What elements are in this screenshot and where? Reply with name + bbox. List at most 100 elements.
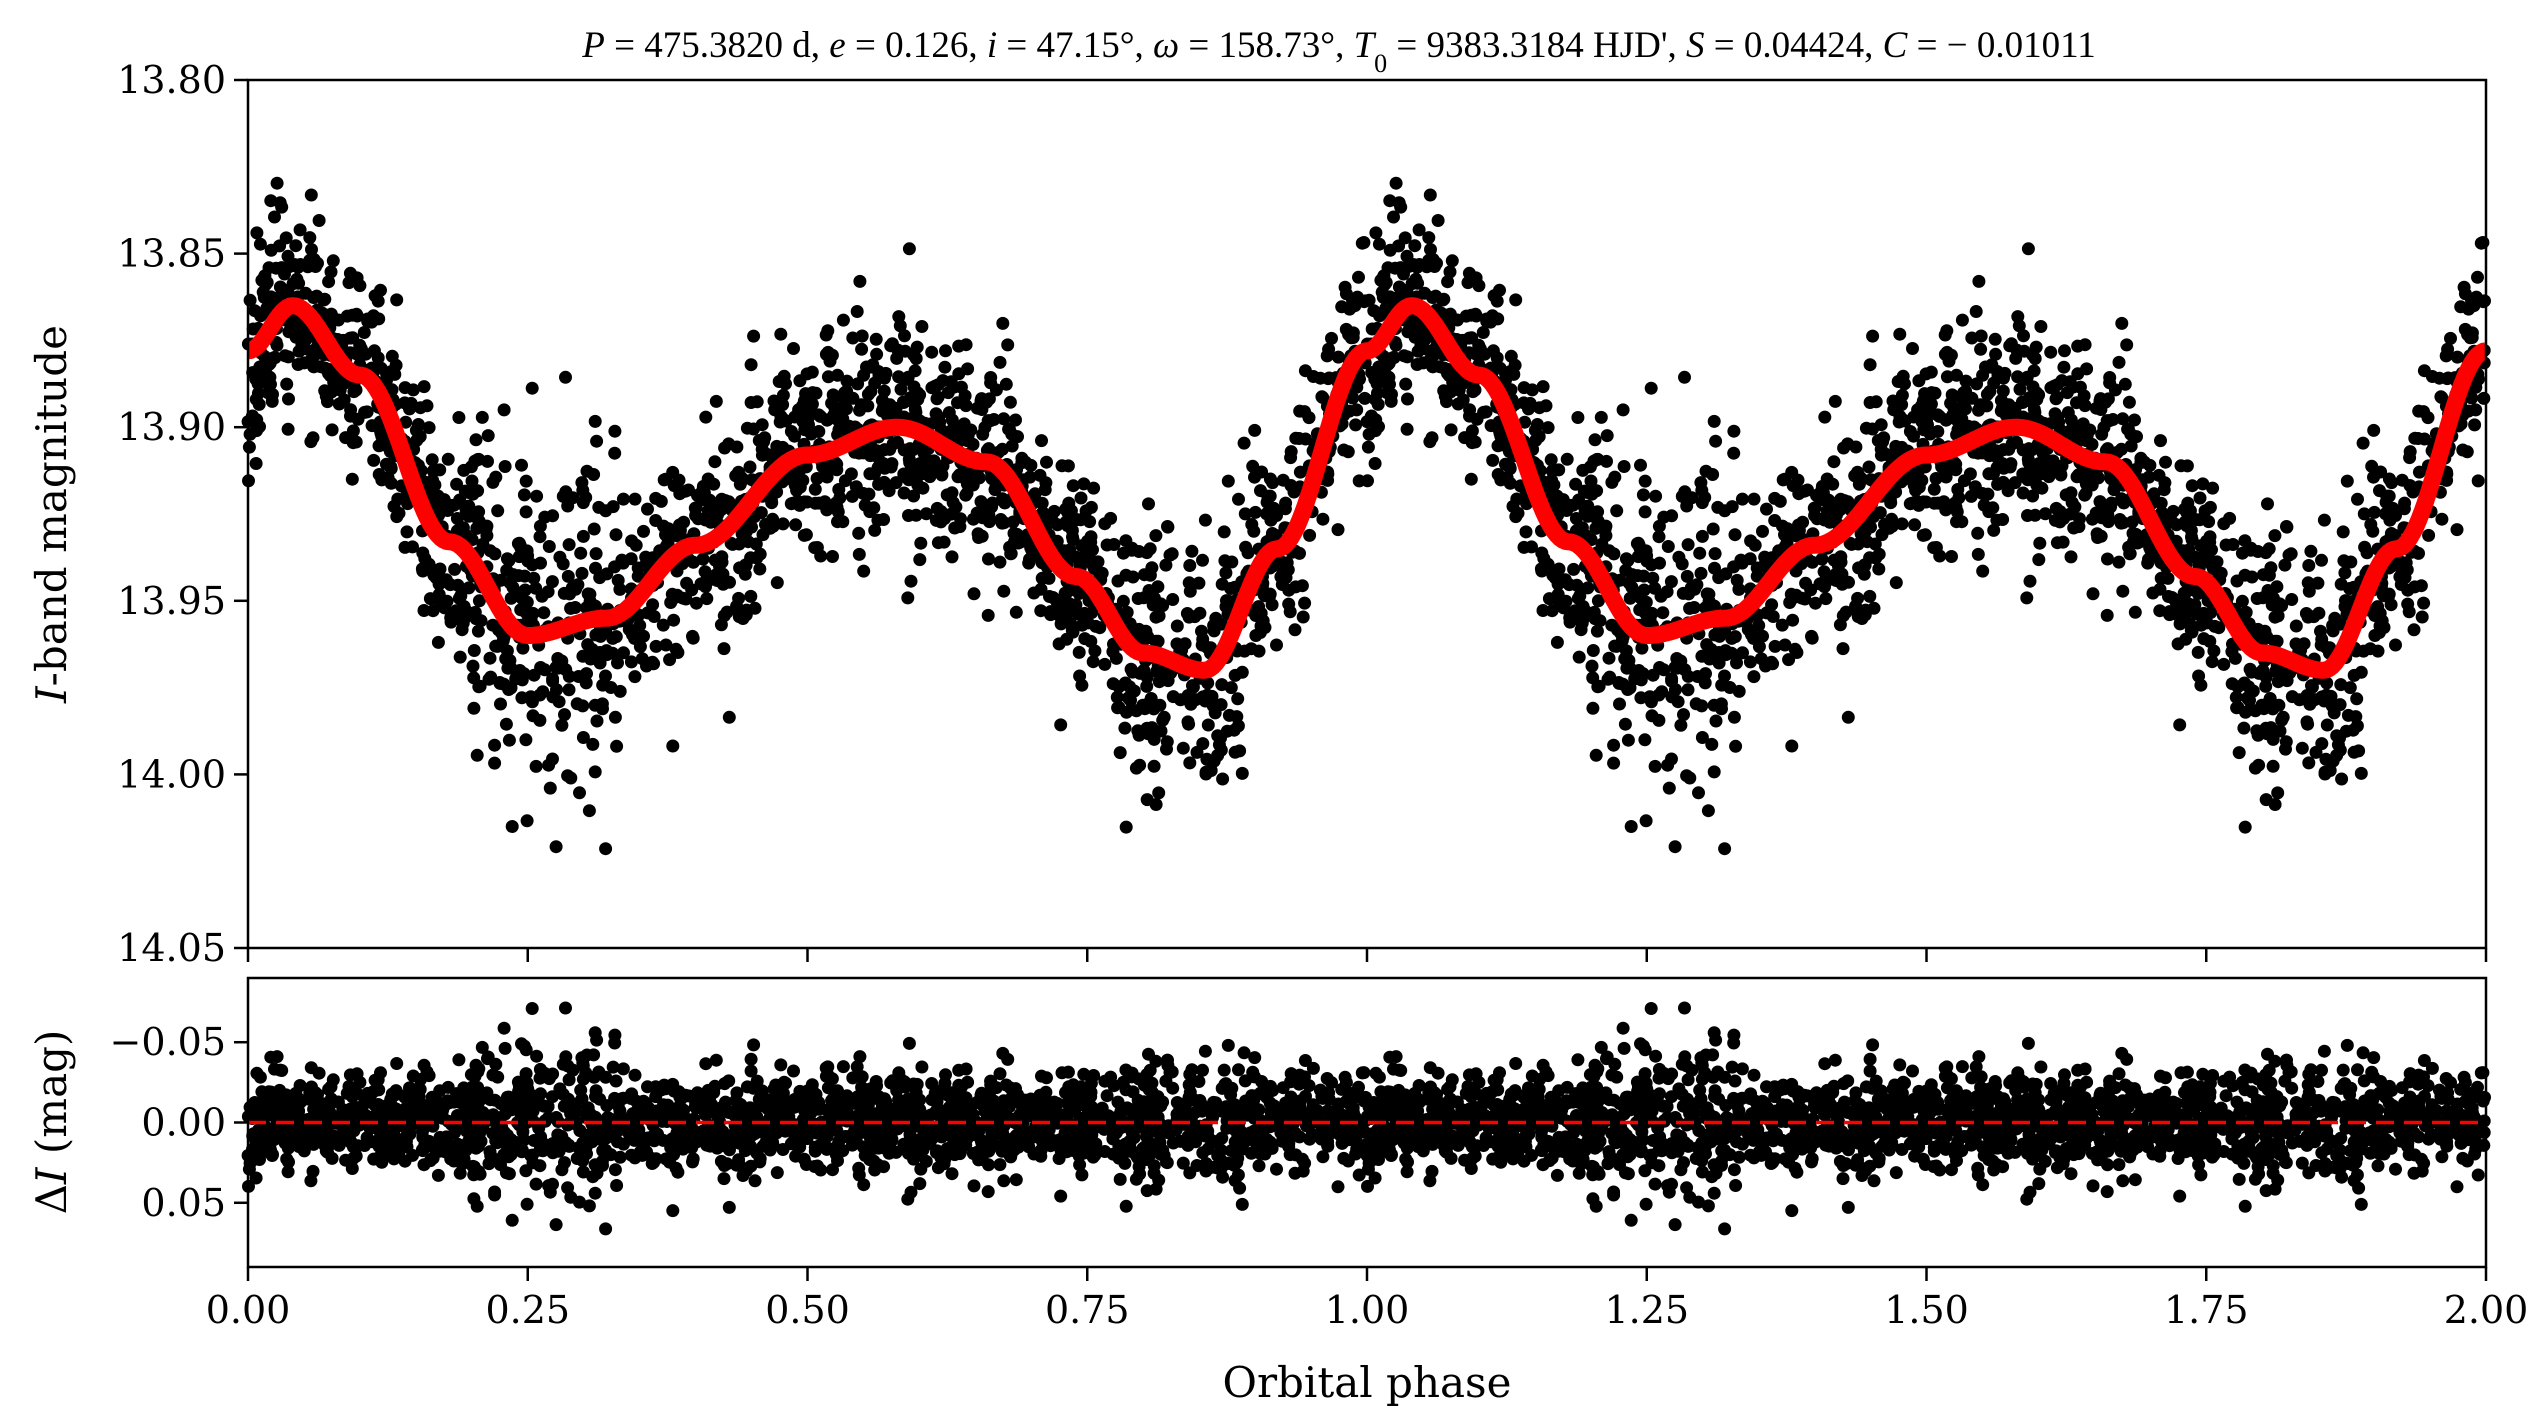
main-data-point — [659, 528, 672, 542]
main-data-point — [646, 598, 660, 612]
main-data-point — [1098, 517, 1112, 531]
main-data-point — [1649, 489, 1663, 503]
main-data-point — [559, 370, 572, 384]
main-data-point — [1159, 558, 1173, 572]
main-data-point — [1778, 472, 1792, 486]
main-data-point — [1028, 487, 1042, 501]
residual-data-point — [1001, 1052, 1015, 1066]
main-data-point — [1699, 667, 1712, 681]
main-data-point — [709, 394, 723, 408]
main-data-point — [1680, 569, 1694, 583]
main-data-point — [2083, 423, 2097, 437]
main-data-point — [1752, 640, 1766, 654]
main-data-point — [907, 380, 921, 394]
main-data-point — [1070, 513, 1084, 527]
main-data-point — [293, 223, 307, 237]
main-data-point — [896, 395, 910, 409]
main-data-point — [1959, 374, 1973, 388]
main-data-point — [1815, 483, 1829, 497]
main-data-point — [2094, 392, 2108, 406]
main-data-point — [712, 559, 726, 573]
main-data-point — [551, 652, 565, 665]
main-data-point — [747, 329, 761, 343]
main-data-point — [1132, 728, 1146, 742]
main-data-point — [1113, 746, 1127, 760]
main-data-point — [2385, 530, 2398, 543]
main-data-point — [1405, 277, 1419, 291]
main-data-point — [450, 477, 464, 491]
main-data-point — [502, 554, 516, 567]
main-data-point — [1123, 693, 1137, 707]
main-data-point — [2176, 544, 2190, 558]
main-data-point — [2340, 474, 2354, 488]
main-data-point — [2259, 679, 2273, 693]
main-data-point — [649, 639, 663, 653]
main-data-point — [1266, 530, 1279, 543]
main-data-point — [423, 592, 437, 606]
main-data-point — [1791, 473, 1805, 487]
main-data-point — [1692, 786, 1705, 800]
main-data-point — [457, 463, 471, 477]
main-data-point — [919, 507, 933, 521]
main-data-point — [852, 526, 866, 540]
main-data-point — [498, 460, 512, 473]
main-data-point — [1086, 543, 1099, 557]
main-data-point — [564, 601, 578, 615]
main-data-point — [610, 739, 624, 753]
main-data-point — [1957, 386, 1971, 400]
main-data-point — [2025, 443, 2039, 457]
main-data-point — [1199, 765, 1213, 779]
main-data-point — [2408, 580, 2422, 594]
main-data-point — [324, 265, 338, 279]
main-data-point — [1607, 756, 1621, 770]
main-data-point — [576, 731, 590, 744]
main-data-point — [1863, 396, 1877, 409]
main-data-point — [1560, 452, 1574, 466]
main-data-point — [999, 377, 1013, 391]
main-data-point — [1858, 558, 1872, 572]
main-data-point — [1346, 293, 1359, 307]
main-data-point — [703, 493, 717, 507]
main-data-point — [1237, 436, 1251, 450]
main-data-point — [1839, 605, 1853, 619]
main-data-point — [1782, 653, 1796, 667]
main-data-point — [2319, 640, 2333, 654]
main-data-point — [1374, 273, 1388, 287]
main-data-point — [1001, 338, 1015, 352]
main-data-point — [1681, 683, 1695, 697]
main-data-point — [1445, 254, 1459, 268]
main-data-point — [628, 492, 642, 506]
main-data-point — [1342, 404, 1356, 418]
main-data-point — [774, 327, 788, 341]
main-data-point — [281, 350, 295, 364]
main-data-point — [2064, 413, 2078, 427]
main-data-point — [1298, 596, 1312, 610]
main-data-point — [2337, 554, 2351, 568]
main-data-point — [1681, 538, 1695, 552]
main-data-point — [829, 496, 843, 510]
main-data-point — [1851, 465, 1864, 479]
main-data-point — [2166, 504, 2180, 518]
main-data-point — [1775, 618, 1789, 632]
title-e-value: = 0.126, — [846, 25, 987, 66]
main-data-point — [1112, 700, 1126, 714]
main-data-point — [520, 595, 534, 609]
main-data-point — [275, 261, 289, 275]
main-data-point — [2357, 507, 2371, 521]
main-data-point — [2435, 512, 2449, 526]
main-data-point — [1239, 540, 1253, 554]
main-data-point — [2412, 465, 2426, 479]
main-data-point — [1863, 589, 1877, 603]
main-data-point — [2101, 552, 2114, 566]
main-data-point — [2028, 508, 2042, 522]
main-data-point — [2196, 477, 2210, 491]
residual-data-point — [519, 1164, 533, 1178]
main-data-point — [799, 528, 813, 542]
main-data-point — [346, 436, 360, 450]
main-data-point — [770, 439, 784, 453]
main-data-point — [403, 402, 416, 416]
main-data-point — [1756, 629, 1769, 643]
main-data-point — [515, 691, 529, 705]
main-data-point — [432, 577, 446, 591]
main-data-point — [344, 409, 357, 423]
